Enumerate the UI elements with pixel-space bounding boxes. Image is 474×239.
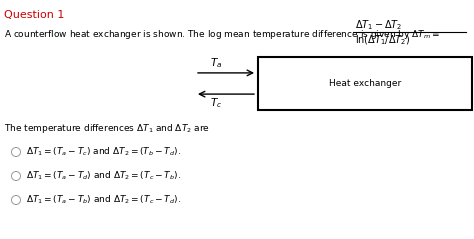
Text: $T_a$: $T_a$ xyxy=(210,56,222,70)
Bar xyxy=(258,57,472,110)
Text: $\Delta T_1 - \Delta T_2$: $\Delta T_1 - \Delta T_2$ xyxy=(355,18,402,32)
Text: Question 1: Question 1 xyxy=(4,10,64,20)
Text: The temperature differences $\Delta T_1$ and $\Delta T_2$ are: The temperature differences $\Delta T_1$… xyxy=(4,122,210,135)
Text: $\ln(\Delta T_1/ \Delta T_2)$: $\ln(\Delta T_1/ \Delta T_2)$ xyxy=(355,33,410,47)
Text: Heat exchanger: Heat exchanger xyxy=(329,79,401,88)
Text: $\Delta T_1 = (T_a - T_d)$ and $\Delta T_2 = (T_c - T_b)$.: $\Delta T_1 = (T_a - T_d)$ and $\Delta T… xyxy=(26,170,181,182)
Text: $\Delta T_1 = (T_a - T_b)$ and $\Delta T_2 = (T_c - T_d)$.: $\Delta T_1 = (T_a - T_b)$ and $\Delta T… xyxy=(26,194,181,206)
Text: $\Delta T_1 = (T_a - T_c)$ and $\Delta T_2 = (T_b - T_d)$.: $\Delta T_1 = (T_a - T_c)$ and $\Delta T… xyxy=(26,146,181,158)
Text: $T_c$: $T_c$ xyxy=(210,96,222,110)
Text: A counterflow heat exchanger is shown. The log mean temperature difference is gi: A counterflow heat exchanger is shown. T… xyxy=(4,28,440,41)
